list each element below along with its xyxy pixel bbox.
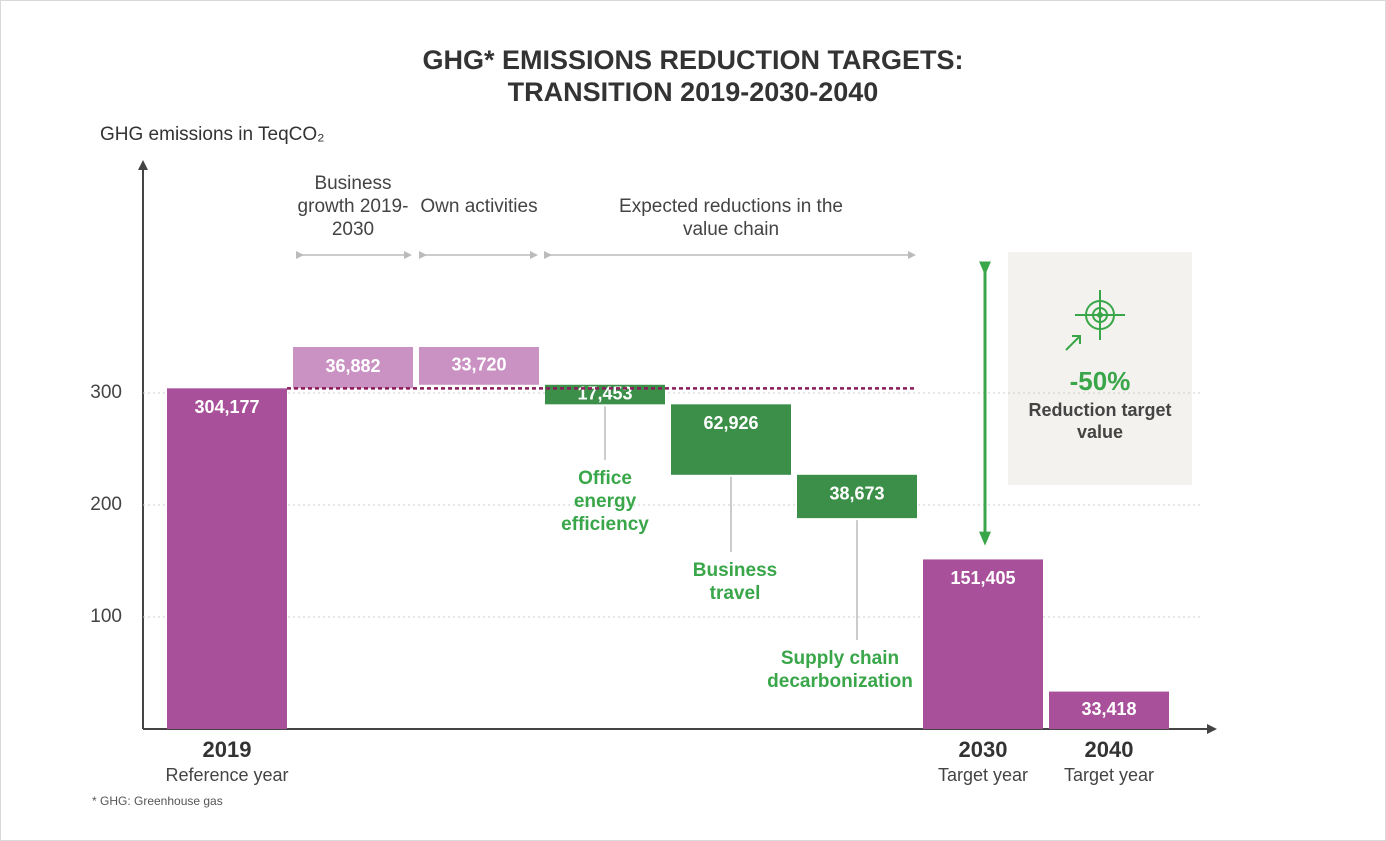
title-line: TRANSITION 2019-2030-2040: [507, 77, 879, 108]
title-line: GHG* EMISSIONS REDUCTION TARGETS:: [422, 45, 964, 75]
bar: [1049, 691, 1169, 729]
bar: [293, 347, 413, 389]
x-tick-sublabel: Target year: [1063, 765, 1155, 785]
callout-label: Supply chain decarbonization: [767, 648, 913, 692]
x-tick-sublabel: Target year: [937, 765, 1029, 785]
bar: [419, 347, 539, 385]
value-label: 38,673: [829, 484, 884, 504]
header-label: Own activities: [420, 196, 538, 217]
callout-label: Office energy efficiency: [561, 468, 649, 535]
target-icon: [1065, 290, 1125, 351]
bar: [167, 388, 287, 729]
value-label: 62,926: [703, 413, 758, 433]
x-tick-label: 2040: [1084, 737, 1134, 762]
x-tick-sublabel: Reference year: [165, 765, 289, 785]
x-tick-label: 2030: [958, 737, 1008, 762]
value-label: 151,405: [950, 568, 1015, 588]
bar: [923, 559, 1043, 729]
target-text: Reduction target value: [1028, 400, 1172, 442]
value-label: 33,418: [1081, 699, 1136, 719]
value-label: 17,453: [577, 383, 632, 403]
chart-title: GHG* EMISSIONS REDUCTION TARGETS: TRANSI…: [293, 44, 1093, 109]
group-label: Expected reductions in the value chain: [619, 196, 843, 240]
bar: [797, 474, 917, 519]
y-tick-label: 300: [90, 382, 122, 403]
value-label: 36,882: [325, 356, 380, 376]
y-tick-label: 100: [90, 606, 122, 627]
value-label: 33,720: [451, 355, 506, 375]
y-tick-label: 200: [90, 494, 122, 515]
target-label: -50%: [1069, 366, 1131, 396]
header-label: Business growth 2019-2030: [297, 173, 409, 240]
x-tick-label: 2019: [202, 737, 252, 762]
footnote: * GHG: Greenhouse gas: [92, 794, 223, 808]
bar: [545, 384, 665, 405]
value-label: 304,177: [194, 397, 259, 417]
callout-label: Business travel: [692, 560, 778, 604]
y-axis-label: GHG emissions in TeqCO₂: [100, 124, 325, 145]
bar: [671, 404, 791, 475]
